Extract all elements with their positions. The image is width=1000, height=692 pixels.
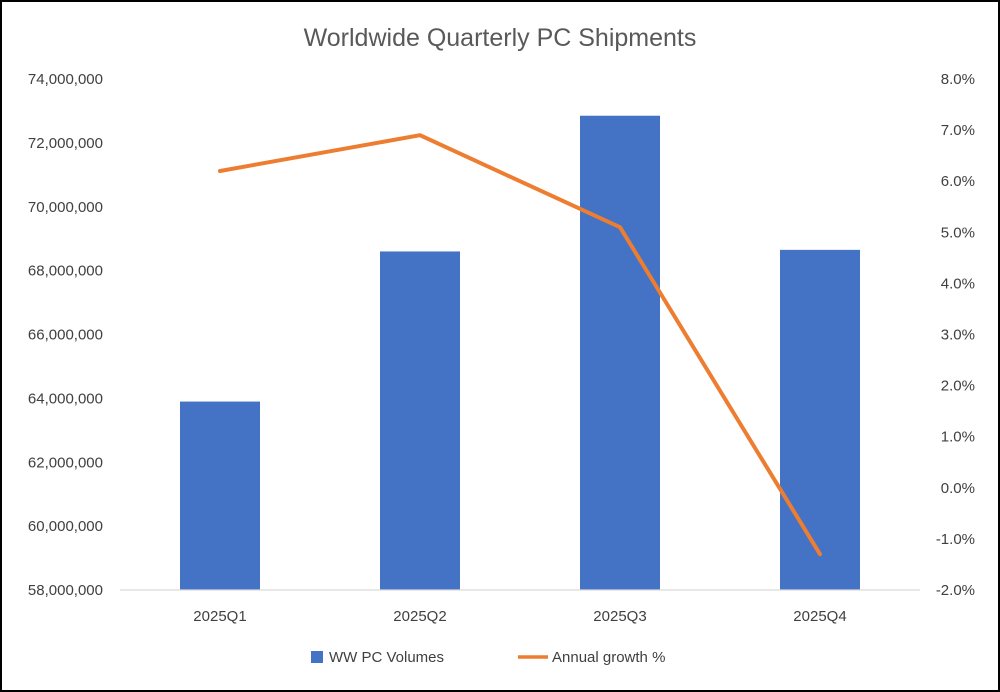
right-tick-label: -1.0% bbox=[936, 531, 975, 548]
bar-2025Q1 bbox=[180, 401, 260, 590]
left-tick-label: 70,000,000 bbox=[28, 199, 103, 216]
left-tick-label: 64,000,000 bbox=[28, 390, 103, 407]
right-tick-label: 2.0% bbox=[941, 378, 975, 395]
legend-label-growth: Annual growth % bbox=[552, 649, 665, 666]
right-tick-label: 1.0% bbox=[941, 429, 975, 446]
left-tick-label: 62,000,000 bbox=[28, 454, 103, 471]
right-tick-label: 5.0% bbox=[941, 224, 975, 241]
legend: WW PC Volumes Annual growth % bbox=[311, 649, 665, 666]
x-axis-ticks: 2025Q1 2025Q2 2025Q3 2025Q4 bbox=[120, 589, 920, 625]
bar-2025Q2 bbox=[380, 251, 460, 590]
x-tick-label: 2025Q2 bbox=[393, 608, 446, 625]
left-axis-ticks: 58,000,000 60,000,000 62,000,000 64,000,000… bbox=[28, 71, 103, 599]
left-tick-label: 72,000,000 bbox=[28, 135, 103, 152]
legend-bar-swatch bbox=[311, 651, 323, 663]
right-tick-label: 0.0% bbox=[941, 480, 975, 497]
right-tick-label: -2.0% bbox=[936, 582, 975, 599]
left-tick-label: 74,000,000 bbox=[28, 71, 103, 88]
x-tick-label: 2025Q3 bbox=[593, 608, 646, 625]
bar-2025Q3 bbox=[580, 115, 660, 591]
right-tick-label: 3.0% bbox=[941, 327, 975, 344]
growth-line bbox=[218, 133, 822, 557]
right-axis-ticks: -2.0% -1.0% 0.0% 1.0% 2.0% 3.0% 4.0% 5.0% 6.0% 7.… bbox=[936, 71, 975, 599]
growth-line-group bbox=[218, 133, 822, 557]
bar-2025Q4 bbox=[780, 249, 860, 590]
left-tick-label: 60,000,000 bbox=[28, 518, 103, 535]
left-tick-label: 58,000,000 bbox=[28, 582, 103, 599]
right-tick-label: 4.0% bbox=[941, 275, 975, 292]
x-tick-label: 2025Q1 bbox=[193, 608, 246, 625]
right-tick-label: 8.0% bbox=[941, 71, 975, 88]
left-tick-label: 66,000,000 bbox=[28, 327, 103, 344]
x-tick-label: 2025Q4 bbox=[793, 608, 846, 625]
left-tick-label: 68,000,000 bbox=[28, 263, 103, 280]
legend-label-volumes: WW PC Volumes bbox=[329, 649, 444, 666]
right-tick-label: 6.0% bbox=[941, 173, 975, 190]
chart-title: Worldwide Quarterly PC Shipments bbox=[304, 24, 697, 52]
right-tick-label: 7.0% bbox=[941, 122, 975, 139]
bars-group bbox=[180, 115, 860, 591]
